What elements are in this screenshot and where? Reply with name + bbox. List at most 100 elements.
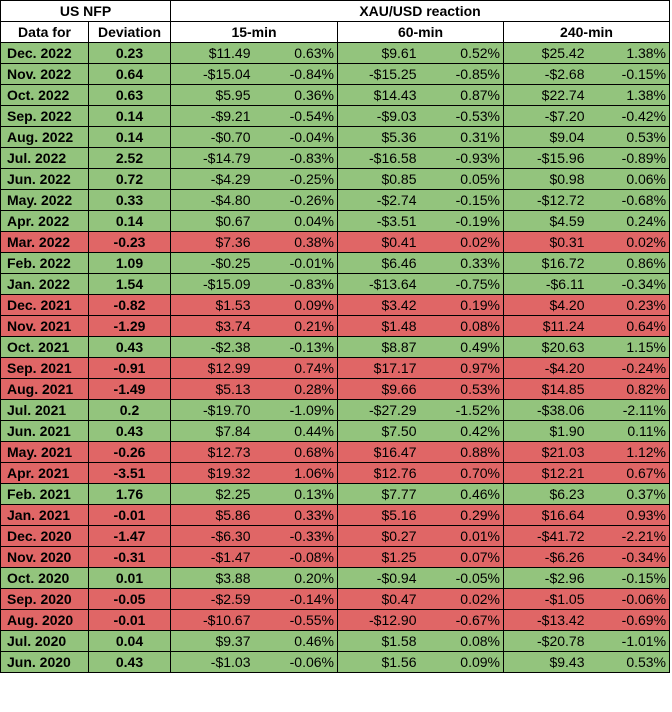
change-240-min-cell: -$4.20: [503, 357, 588, 379]
date-cell: Dec. 2020: [0, 525, 89, 547]
change-240-min-cell: $16.64: [503, 504, 588, 526]
pct-60-min-cell: 0.87%: [419, 84, 504, 106]
deviation-cell: 2.52: [88, 147, 171, 169]
change-60-min-cell: -$15.25: [337, 63, 420, 85]
deviation-cell: 1.09: [88, 252, 171, 274]
pct-60-min-cell: 0.49%: [419, 336, 504, 358]
change-15-min-cell: -$1.47: [170, 546, 254, 568]
change-15-min-cell: -$0.70: [170, 126, 254, 148]
change-15-min-cell: -$0.25: [170, 252, 254, 274]
pct-240-min-cell: 0.06%: [587, 168, 671, 190]
change-60-min-cell: $8.87: [337, 336, 420, 358]
table-row: Sep. 2020 -0.05 -$2.59 -0.14% $0.47 0.02% -$1.…: [0, 588, 671, 610]
table-row: May. 2021 -0.26 $12.73 0.68% $16.47 0.88% $21.…: [0, 441, 671, 463]
change-60-min-cell: -$13.64: [337, 273, 420, 295]
change-15-min-cell: -$14.79: [170, 147, 254, 169]
table-row: Sep. 2021 -0.91 $12.99 0.74% $17.17 0.97% -$4.…: [0, 357, 671, 379]
change-240-min-cell: $9.04: [503, 126, 588, 148]
pct-15-min-cell: 0.46%: [253, 630, 338, 652]
table-row: Jun. 2022 0.72 -$4.29 -0.25% $0.85 0.05% $0.98…: [0, 168, 671, 190]
table-row: Apr. 2022 0.14 $0.67 0.04% -$3.51 -0.19% $4.59…: [0, 210, 671, 232]
deviation-cell: 0.43: [88, 651, 171, 673]
pct-15-min-cell: -0.06%: [253, 651, 338, 673]
pct-60-min-cell: -1.52%: [419, 399, 504, 421]
table-row: Aug. 2020 -0.01 -$10.67 -0.55% -$12.90 -0.67%…: [0, 609, 671, 631]
date-cell: Oct. 2020: [0, 567, 89, 589]
change-15-min-cell: $11.49: [170, 42, 254, 64]
pct-15-min-cell: 0.63%: [253, 42, 338, 64]
change-240-min-cell: $0.31: [503, 231, 588, 253]
date-cell: Apr. 2021: [0, 462, 89, 484]
change-60-min-cell: -$12.90: [337, 609, 420, 631]
change-240-min-cell: $4.59: [503, 210, 588, 232]
pct-240-min-cell: 0.24%: [587, 210, 671, 232]
date-cell: Jul. 2022: [0, 147, 89, 169]
change-15-min-cell: $5.13: [170, 378, 254, 400]
pct-240-min-cell: -0.15%: [587, 567, 671, 589]
table-row: Feb. 2022 1.09 -$0.25 -0.01% $6.46 0.33% $16.7…: [0, 252, 671, 274]
change-240-min-cell: $14.85: [503, 378, 588, 400]
table-row: Jun. 2020 0.43 -$1.03 -0.06% $1.56 0.09% $9.43…: [0, 651, 671, 673]
change-15-min-cell: -$15.09: [170, 273, 254, 295]
deviation-cell: -0.05: [88, 588, 171, 610]
pct-15-min-cell: 0.44%: [253, 420, 338, 442]
pct-60-min-cell: 0.42%: [419, 420, 504, 442]
deviation-cell: 0.63: [88, 84, 171, 106]
pct-60-min-cell: 0.02%: [419, 588, 504, 610]
change-15-min-cell: -$19.70: [170, 399, 254, 421]
date-cell: Aug. 2022: [0, 126, 89, 148]
date-cell: Oct. 2022: [0, 84, 89, 106]
pct-60-min-cell: 0.01%: [419, 525, 504, 547]
pct-240-min-cell: -0.34%: [587, 273, 671, 295]
change-15-min-cell: -$6.30: [170, 525, 254, 547]
date-cell: Feb. 2021: [0, 483, 89, 505]
change-15-min-cell: -$1.03: [170, 651, 254, 673]
date-cell: Aug. 2021: [0, 378, 89, 400]
15-min-column-header: 15-min: [170, 21, 338, 43]
pct-15-min-cell: -1.09%: [253, 399, 338, 421]
date-cell: Sep. 2020: [0, 588, 89, 610]
change-60-min-cell: $7.50: [337, 420, 420, 442]
change-60-min-cell: $0.85: [337, 168, 420, 190]
pct-60-min-cell: 0.97%: [419, 357, 504, 379]
deviation-cell: 0.33: [88, 189, 171, 211]
change-240-min-cell: $16.72: [503, 252, 588, 274]
pct-15-min-cell: -0.33%: [253, 525, 338, 547]
60-min-column-header: 60-min: [337, 21, 504, 43]
change-60-min-cell: $5.36: [337, 126, 420, 148]
table-row: Dec. 2020 -1.47 -$6.30 -0.33% $0.27 0.01% -$41…: [0, 525, 671, 547]
change-15-min-cell: $3.88: [170, 567, 254, 589]
pct-240-min-cell: 1.12%: [587, 441, 671, 463]
pct-60-min-cell: 0.08%: [419, 630, 504, 652]
date-cell: Dec. 2022: [0, 42, 89, 64]
change-60-min-cell: -$3.51: [337, 210, 420, 232]
pct-60-min-cell: 0.33%: [419, 252, 504, 274]
pct-240-min-cell: -0.89%: [587, 147, 671, 169]
pct-240-min-cell: 0.67%: [587, 462, 671, 484]
change-60-min-cell: -$9.03: [337, 105, 420, 127]
change-240-min-cell: $22.74: [503, 84, 588, 106]
change-60-min-cell: $14.43: [337, 84, 420, 106]
change-240-min-cell: $9.43: [503, 651, 588, 673]
pct-60-min-cell: 0.52%: [419, 42, 504, 64]
pct-15-min-cell: -0.14%: [253, 588, 338, 610]
change-60-min-cell: $9.66: [337, 378, 420, 400]
change-15-min-cell: -$2.38: [170, 336, 254, 358]
pct-15-min-cell: -0.25%: [253, 168, 338, 190]
deviation-cell: -0.23: [88, 231, 171, 253]
pct-240-min-cell: 0.37%: [587, 483, 671, 505]
pct-60-min-cell: -0.75%: [419, 273, 504, 295]
pct-240-min-cell: -0.34%: [587, 546, 671, 568]
pct-15-min-cell: -0.26%: [253, 189, 338, 211]
pct-15-min-cell: -0.84%: [253, 63, 338, 85]
change-60-min-cell: -$16.58: [337, 147, 420, 169]
change-60-min-cell: $1.25: [337, 546, 420, 568]
change-60-min-cell: $17.17: [337, 357, 420, 379]
pct-60-min-cell: -0.93%: [419, 147, 504, 169]
deviation-cell: 0.72: [88, 168, 171, 190]
change-15-min-cell: -$4.80: [170, 189, 254, 211]
change-15-min-cell: -$15.04: [170, 63, 254, 85]
change-60-min-cell: $16.47: [337, 441, 420, 463]
deviation-cell: 0.04: [88, 630, 171, 652]
table-row: Nov. 2020 -0.31 -$1.47 -0.08% $1.25 0.07% -$6.…: [0, 546, 671, 568]
